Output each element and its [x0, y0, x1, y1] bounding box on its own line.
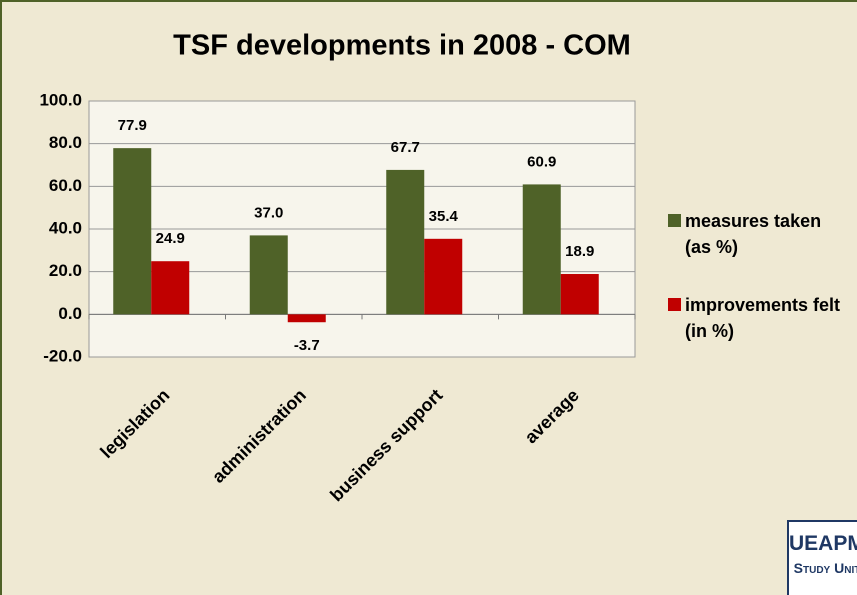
value-label: 37.0 [254, 204, 283, 221]
bar [560, 274, 599, 315]
bar [113, 148, 152, 315]
legend-item: improvements felt (in %) [668, 292, 845, 344]
bar [249, 235, 288, 315]
logo: UEAPME Study Unit [787, 520, 857, 595]
y-tick-label: 60.0 [49, 176, 82, 195]
bar [287, 314, 326, 323]
bar [151, 261, 190, 315]
legend-item: measures taken (as %) [668, 208, 845, 260]
legend-label: improvements felt (in %) [685, 295, 841, 341]
y-tick-label: 80.0 [49, 133, 82, 152]
value-label: 67.7 [391, 139, 420, 156]
legend-label: measures taken (as %) [685, 211, 822, 257]
legend-swatch [668, 298, 681, 311]
value-label: 35.4 [429, 208, 459, 225]
value-label: 60.9 [527, 153, 556, 170]
logo-subtitle: Study Unit [793, 560, 857, 576]
value-label: 18.9 [565, 243, 594, 260]
chart-title: TSF developments in 2008 - COM [173, 30, 631, 62]
value-label: 24.9 [156, 230, 185, 247]
x-tick-label: administration [208, 385, 310, 487]
bar [386, 169, 425, 315]
y-tick-label: 0.0 [58, 304, 82, 323]
y-tick-label: 40.0 [49, 218, 82, 237]
value-label: -3.7 [294, 337, 320, 354]
logo-title: UEAPME [789, 532, 857, 555]
bar [424, 238, 463, 315]
bar [522, 184, 561, 315]
y-tick-label: -20.0 [43, 346, 82, 365]
x-tick-label: legislation [96, 385, 173, 462]
y-tick-label: 20.0 [49, 261, 82, 280]
x-tick-label: business support [326, 385, 446, 505]
x-tick-label: average [521, 385, 583, 447]
value-label: 77.9 [118, 117, 147, 134]
legend-swatch [668, 214, 681, 227]
y-tick-label: 100.0 [39, 90, 82, 109]
